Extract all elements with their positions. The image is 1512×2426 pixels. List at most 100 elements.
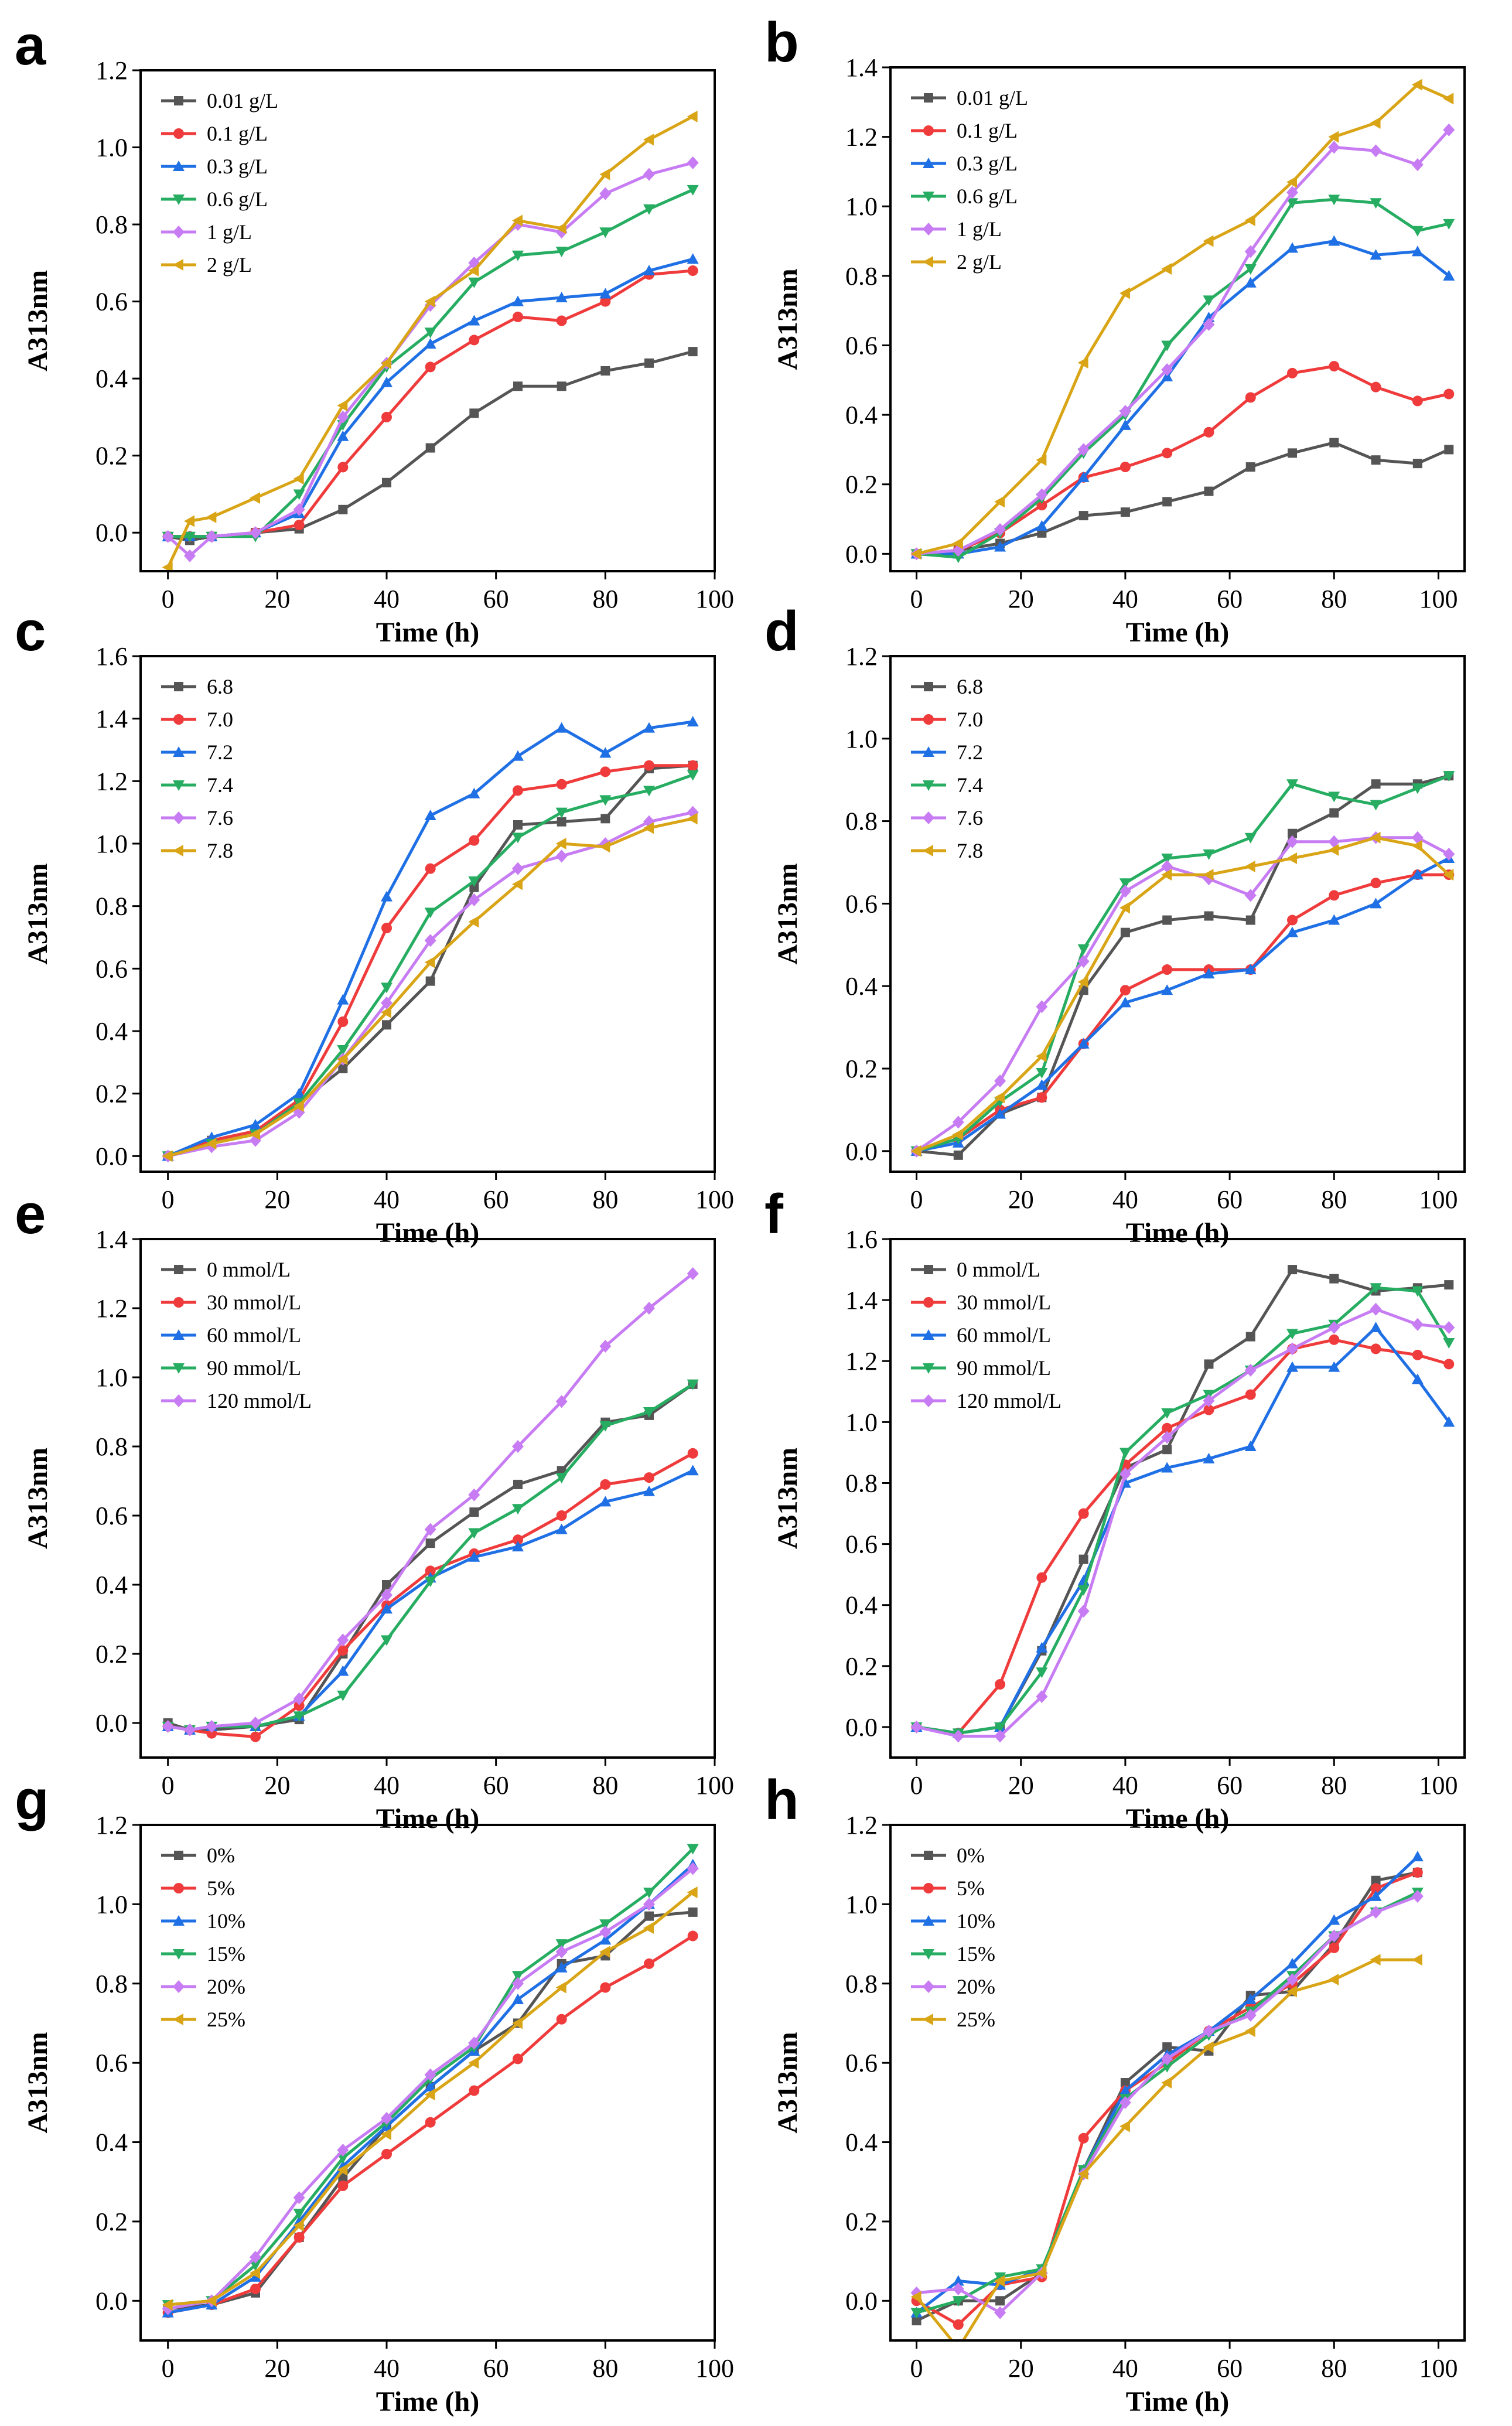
data-point-a-1-5	[337, 462, 349, 473]
data-point-h-5-10	[1328, 1974, 1339, 1985]
data-point-a-1-7	[425, 361, 436, 373]
data-point-c-5-11	[643, 822, 654, 834]
legend-label-a-4: 1 g/L	[207, 220, 252, 244]
data-point-e-4-4	[293, 1692, 305, 1705]
data-point-d-0-6	[1162, 915, 1172, 925]
panel-letter-a: a	[15, 14, 46, 77]
data-point-a-0-9	[513, 381, 523, 391]
data-point-f-1-11	[1370, 1343, 1381, 1354]
data-point-f-4-2	[994, 1729, 1006, 1743]
data-point-e-4-0	[162, 1719, 174, 1733]
data-point-g-2-9	[555, 1961, 568, 1973]
data-point-e-4-6	[381, 1588, 392, 1602]
x-tick-label-g-2: 40	[374, 2354, 400, 2383]
series-line-d-0	[916, 774, 1449, 1157]
data-point-a-0-8	[469, 408, 479, 418]
data-point-d-5-9	[1286, 852, 1297, 864]
data-point-c-3-4	[337, 1045, 349, 1056]
data-point-h-4-1	[952, 2282, 964, 2295]
data-point-c-5-12	[687, 813, 698, 825]
data-point-a-3-4	[293, 489, 305, 500]
y-tick-label-c-4: 0.8	[95, 892, 128, 921]
legend-marker-d-0	[924, 682, 933, 691]
data-point-b-4-4	[1077, 443, 1090, 456]
data-point-h-2-10	[1328, 1914, 1340, 1925]
x-tick-label-f-4: 80	[1321, 1771, 1347, 1800]
data-point-e-3-9	[512, 1504, 524, 1515]
legend-marker-d-2	[923, 746, 934, 757]
data-point-h-1-12	[1412, 1867, 1423, 1878]
x-tick-label-d-0: 0	[910, 1185, 923, 1214]
plot-area-a	[162, 110, 699, 571]
data-point-g-0-4	[338, 2173, 348, 2183]
data-point-d-3-9	[1286, 779, 1298, 790]
data-point-f-2-6	[1161, 1462, 1173, 1473]
data-point-f-4-5	[1119, 1467, 1131, 1480]
data-point-h-1-10	[1329, 1942, 1340, 1953]
data-point-f-3-2	[994, 1722, 1006, 1733]
data-point-c-5-2	[250, 1128, 260, 1140]
panel-a: a 0 20 40 60 80 100 0.0 0.2 0.4 0.6 0.8 1.0 1.2 Time (…	[15, 14, 734, 648]
data-point-d-4-6	[1161, 860, 1173, 874]
data-point-e-4-5	[337, 1633, 349, 1647]
data-point-f-0-9	[1288, 1265, 1297, 1275]
data-point-b-4-8	[1244, 245, 1257, 258]
data-point-c-2-4	[337, 994, 349, 1005]
data-point-f-0-7	[1204, 1359, 1214, 1369]
x-tick-label-e-0: 0	[162, 1771, 175, 1800]
data-point-a-2-9	[512, 295, 524, 306]
data-point-c-0-6	[425, 976, 435, 986]
legend-marker-h-1	[923, 1883, 934, 1893]
data-point-a-3-7	[424, 327, 436, 339]
data-point-e-4-12	[643, 1302, 655, 1315]
data-point-a-4-3	[250, 526, 261, 540]
data-point-h-5-4	[1077, 2168, 1088, 2180]
y-tick-label-d-0: 0.0	[845, 1137, 878, 1166]
legend-marker-g-0	[174, 1851, 183, 1860]
y-axis-label-b: A313nm	[772, 268, 803, 370]
series-line-d-3	[916, 774, 1450, 1153]
data-point-b-1-6	[1162, 448, 1173, 459]
x-tick-label-d-3: 60	[1217, 1185, 1243, 1214]
plot-frame-a	[139, 69, 716, 572]
data-point-b-0-8	[1245, 462, 1255, 472]
y-tick-label-c-0: 0.0	[95, 1142, 128, 1171]
data-point-c-5-4	[337, 1053, 348, 1065]
data-point-g-3-11	[643, 1888, 655, 1899]
x-tick-label-e-1: 20	[264, 1771, 290, 1800]
legend-label-h-0: 0%	[957, 1844, 985, 1867]
y-tick-label-e-6: 1.2	[95, 1294, 128, 1323]
x-tick-label-c-1: 20	[264, 1185, 290, 1214]
data-point-h-4-6	[1161, 2052, 1173, 2066]
y-tick-label-e-4: 0.8	[95, 1432, 128, 1461]
data-point-g-4-7	[468, 2036, 480, 2050]
data-point-c-1-8	[513, 785, 523, 796]
panel-letter-g: g	[15, 1769, 49, 1831]
data-point-c-1-11	[644, 760, 654, 771]
y-tick-label-b-5: 1.0	[845, 192, 878, 221]
x-tick-label-d-2: 40	[1112, 1185, 1138, 1214]
data-point-c-3-11	[643, 786, 655, 797]
data-point-e-4-11	[599, 1339, 612, 1353]
y-tick-label-d-5: 1.0	[845, 725, 878, 753]
plot-area-g	[162, 1844, 699, 2318]
data-point-a-3-13	[687, 185, 699, 196]
x-tick-label-a-0: 0	[162, 585, 175, 613]
legend-marker-c-0	[174, 682, 183, 691]
x-axis-label-h: Time (h)	[1126, 2386, 1229, 2417]
x-tick-label-f-5: 100	[1419, 1771, 1458, 1800]
data-point-f-3-13	[1443, 1338, 1455, 1349]
y-tick-label-b-3: 0.6	[845, 331, 878, 360]
legend-label-g-1: 5%	[207, 1876, 235, 1900]
data-point-g-5-7	[468, 2057, 479, 2069]
plot-frame-b	[889, 66, 1466, 572]
data-point-d-5-1	[952, 1128, 963, 1141]
data-point-a-0-6	[382, 477, 391, 487]
data-point-b-4-7	[1203, 318, 1215, 331]
data-point-g-1-3	[293, 2232, 305, 2243]
legend-f: 0 mmol/L 30 mmol/L 60 mmol/L 90 mmol/L 120 m…	[911, 1258, 1062, 1412]
data-point-b-0-7	[1204, 486, 1214, 496]
data-point-c-1-4	[337, 1016, 349, 1027]
legend-marker-e-2	[173, 1329, 185, 1340]
data-point-b-3-12	[1411, 226, 1424, 237]
